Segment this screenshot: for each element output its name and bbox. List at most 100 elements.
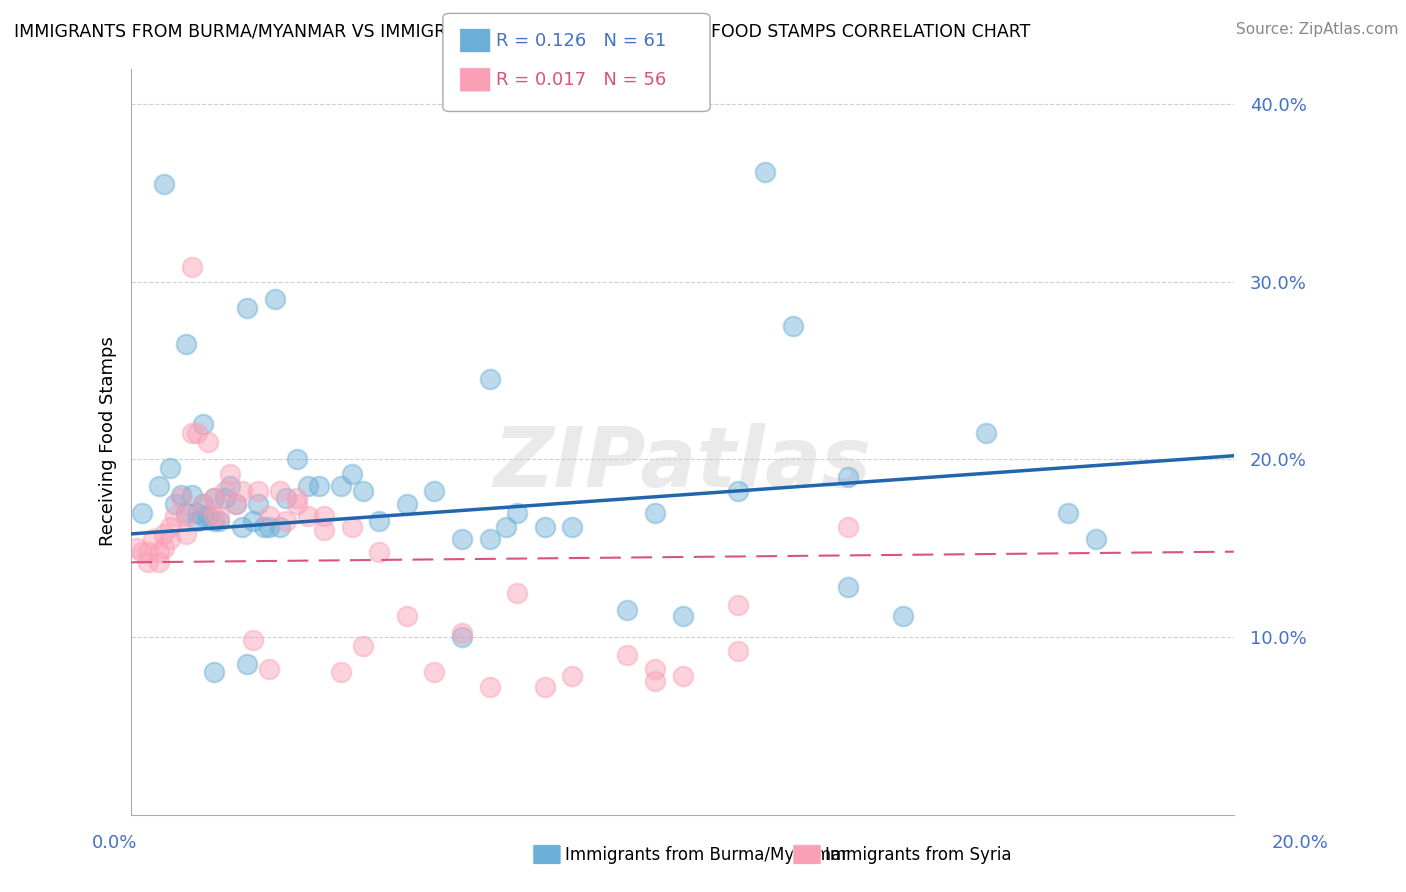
Point: [837, 470, 859, 484]
Point: [252, 520, 274, 534]
Point: [478, 372, 501, 386]
Point: [561, 669, 583, 683]
Point: [314, 509, 336, 524]
Point: [231, 484, 253, 499]
Point: [495, 520, 517, 534]
Point: [285, 497, 308, 511]
Point: [671, 608, 693, 623]
Point: [153, 541, 176, 555]
Point: [340, 467, 363, 481]
Point: [191, 509, 214, 524]
Text: Immigrants from Syria: Immigrants from Syria: [825, 846, 1012, 863]
Point: [368, 515, 391, 529]
Point: [616, 648, 638, 662]
Point: [506, 506, 529, 520]
Point: [131, 506, 153, 520]
Text: R = 0.126   N = 61: R = 0.126 N = 61: [496, 32, 666, 50]
Point: [170, 491, 193, 506]
Point: [644, 674, 666, 689]
Point: [340, 520, 363, 534]
Point: [297, 479, 319, 493]
Point: [176, 506, 198, 520]
Text: 0.0%: 0.0%: [91, 834, 136, 852]
Point: [219, 479, 242, 493]
Point: [891, 608, 914, 623]
Point: [395, 497, 418, 511]
Point: [533, 680, 555, 694]
Point: [191, 417, 214, 431]
Text: 20.0%: 20.0%: [1272, 834, 1329, 852]
Point: [125, 541, 148, 555]
Point: [329, 479, 352, 493]
Point: [131, 544, 153, 558]
Point: [329, 665, 352, 680]
Point: [257, 662, 280, 676]
Point: [285, 452, 308, 467]
Point: [214, 484, 236, 499]
Point: [727, 644, 749, 658]
Point: [219, 467, 242, 481]
Point: [231, 520, 253, 534]
Point: [170, 488, 193, 502]
Point: [186, 506, 208, 520]
Point: [148, 555, 170, 569]
Point: [202, 665, 225, 680]
Point: [352, 639, 374, 653]
Point: [142, 533, 165, 547]
Point: [1084, 533, 1107, 547]
Point: [423, 484, 446, 499]
Point: [186, 515, 208, 529]
Point: [186, 425, 208, 440]
Point: [754, 164, 776, 178]
Point: [202, 491, 225, 506]
Point: [225, 497, 247, 511]
Point: [451, 626, 474, 640]
Point: [236, 657, 259, 671]
Point: [180, 260, 202, 275]
Point: [180, 425, 202, 440]
Point: [176, 509, 198, 524]
Text: Source: ZipAtlas.com: Source: ZipAtlas.com: [1236, 22, 1399, 37]
Y-axis label: Receiving Food Stamps: Receiving Food Stamps: [100, 336, 117, 547]
Point: [202, 515, 225, 529]
Point: [153, 527, 176, 541]
Point: [263, 293, 285, 307]
Point: [208, 509, 231, 524]
Point: [153, 177, 176, 191]
Point: [274, 515, 297, 529]
Point: [644, 506, 666, 520]
Point: [451, 630, 474, 644]
Text: R = 0.017   N = 56: R = 0.017 N = 56: [496, 71, 666, 89]
Point: [671, 669, 693, 683]
Point: [478, 533, 501, 547]
Point: [782, 319, 804, 334]
Point: [225, 497, 247, 511]
Point: [148, 544, 170, 558]
Point: [644, 662, 666, 676]
Point: [506, 585, 529, 599]
Point: [148, 479, 170, 493]
Point: [285, 491, 308, 506]
Point: [191, 497, 214, 511]
Point: [314, 524, 336, 538]
Point: [202, 491, 225, 506]
Point: [395, 608, 418, 623]
Point: [727, 598, 749, 612]
Point: [165, 497, 187, 511]
Point: [247, 497, 270, 511]
Point: [136, 544, 159, 558]
Point: [837, 580, 859, 594]
Point: [533, 520, 555, 534]
Point: [478, 680, 501, 694]
Point: [242, 515, 264, 529]
Point: [257, 520, 280, 534]
Point: [974, 425, 997, 440]
Point: [159, 533, 181, 547]
Point: [165, 509, 187, 524]
Point: [197, 509, 219, 524]
Point: [208, 515, 231, 529]
Point: [257, 509, 280, 524]
Text: Immigrants from Burma/Myanmar: Immigrants from Burma/Myanmar: [565, 846, 848, 863]
Text: ZIPatlas: ZIPatlas: [494, 424, 872, 504]
Point: [197, 434, 219, 449]
